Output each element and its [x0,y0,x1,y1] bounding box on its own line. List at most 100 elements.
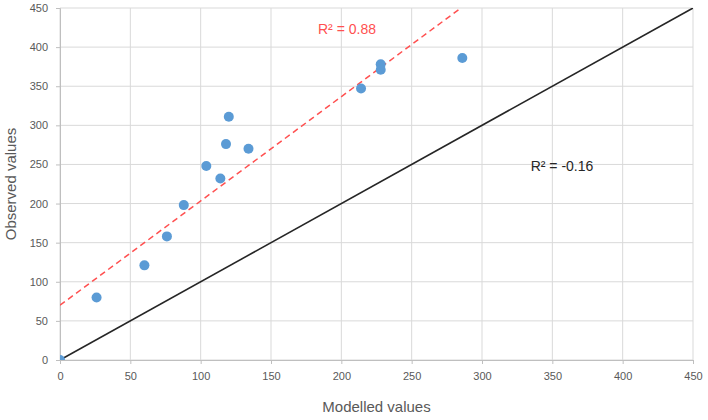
y-tick-label: 0 [42,354,48,366]
y-tick-label: 150 [30,237,48,249]
y-tick-mark [56,243,60,244]
y-tick-label: 350 [30,80,48,92]
x-tick-mark [623,360,624,364]
y-tick: 100 [30,276,60,288]
point [201,161,211,171]
y-tick-mark [56,86,60,87]
y-tick-mark [56,164,60,165]
y-tick: 150 [30,237,60,249]
point [224,112,234,122]
y-tick: 400 [30,41,60,53]
x-tick-mark [341,360,342,364]
x-tick-label: 400 [614,370,632,382]
y-tick: 300 [30,119,60,131]
x-tick-label: 450 [684,370,702,382]
y-tick: 50 [36,315,60,327]
point [162,231,172,241]
x-tick: 150 [262,360,280,382]
x-tick: 300 [473,360,491,382]
y-grid-line [60,281,693,282]
x-tick: 400 [614,360,632,382]
y-grid-line [60,125,693,126]
x-tick: 100 [192,360,210,382]
y-tick: 450 [30,2,60,14]
x-tick-label: 250 [403,370,421,382]
x-tick-mark [552,360,553,364]
y-tick-mark [56,204,60,205]
y-axis-line [56,9,61,361]
chart-container: 0 50 100 150 200 250 300 350 400 450 0 50 100 150 200 2… [0,0,708,420]
point [243,144,253,154]
line [60,8,693,360]
y-tick-label: 250 [30,158,48,170]
grid [60,8,693,360]
point [179,200,189,210]
x-tick-mark [201,360,202,364]
x-tick-mark [271,360,272,364]
x-tick-label: 300 [473,370,491,382]
y-tick-label: 300 [30,119,48,131]
x-axis: 0 50 100 150 200 250 300 350 400 450 [57,360,702,382]
x-axis-title: Modelled values [322,398,430,415]
x-grid-line [271,8,272,360]
y-tick-label: 450 [30,2,48,14]
point [457,53,467,63]
y-tick-label: 100 [30,276,48,288]
x-tick-label: 200 [333,370,351,382]
x-tick: 0 [57,360,63,382]
y-tick-mark [56,282,60,283]
x-tick-mark [693,360,694,364]
point [215,174,225,184]
x-grid-line [200,8,201,360]
y-tick-mark [56,360,60,361]
x-grid-line [411,8,412,360]
x-tick: 350 [544,360,562,382]
y-tick-label: 50 [36,315,48,327]
point [92,292,102,302]
y-tick: 200 [30,198,60,210]
x-tick-mark [412,360,413,364]
x-tick: 450 [684,360,702,382]
y-axis: 0 50 100 150 200 250 300 350 400 450 [30,2,61,366]
y-tick-mark [56,321,60,322]
point [356,84,366,94]
y-grid-line [60,86,693,87]
x-grid-line [552,8,553,360]
x-tick-mark [482,360,483,364]
point [376,65,386,75]
x-grid-line [622,8,623,360]
y-grid-line [60,320,693,321]
y-tick-mark [56,8,60,9]
y-tick-mark [56,47,60,48]
y-grid-line [60,47,693,48]
y-tick-mark [56,125,60,126]
scatter-series [60,53,467,360]
point [221,139,231,149]
x-tick: 250 [403,360,421,382]
y-tick: 250 [30,158,60,170]
x-tick-label: 350 [544,370,562,382]
annotation: R² = 0.88 [318,21,376,37]
x-tick-mark [130,360,131,364]
x-tick-label: 100 [192,370,210,382]
x-tick-label: 150 [262,370,280,382]
y-tick: 0 [42,354,60,366]
line [60,8,461,305]
y-grid-line [60,164,693,165]
y-tick-label: 200 [30,198,48,210]
chart-svg: 0 50 100 150 200 250 300 350 400 450 0 50 100 150 200 2… [0,0,708,420]
point [139,260,149,270]
y-grid-line [60,8,693,9]
x-grid-line [341,8,342,360]
x-grid-line [482,8,483,360]
x-tick: 200 [333,360,351,382]
annotation: R² = -0.16 [531,158,594,174]
x-axis-line [61,361,694,365]
x-tick-label: 0 [57,370,63,382]
x-tick-label: 50 [125,370,137,382]
y-tick: 350 [30,80,60,92]
y-grid-line [60,203,693,204]
x-grid-line [693,8,694,360]
point [60,355,65,360]
x-tick: 50 [125,360,137,382]
